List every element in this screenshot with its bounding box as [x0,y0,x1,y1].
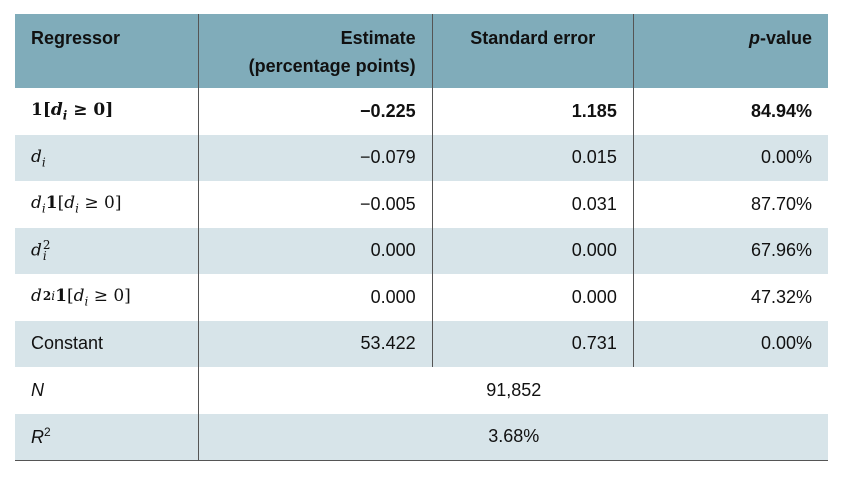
header-text: -value [759,28,812,48]
regressor: 1[di ≥ 0] [15,88,200,135]
text: R [31,427,44,447]
text: 2 [42,289,52,304]
cell: −0.079 [198,134,433,181]
cell: 0.015 [432,134,634,181]
text: d [31,240,42,261]
text: ≥ 0] [67,100,114,121]
cell: 0.00% [760,147,812,168]
header-text: (percentage points) [248,56,416,76]
text: d [31,146,42,167]
text: d [31,286,42,307]
text: 2 [44,425,51,439]
header-row: Regressor Estimate (percentage points) St… [15,14,828,88]
text: ≥ 0] [88,286,131,307]
cell: 3.68% [488,426,540,446]
text: [ [42,100,51,121]
header-cell: p-value [633,14,828,88]
cell: 1.185 [432,88,634,135]
cell: 91,852 [486,379,542,400]
header-cell: Estimate (percentage points) [198,14,433,88]
text: ≥ 0] [78,193,122,214]
regressor: R2 [15,413,200,460]
row: R2 3.68% [15,413,828,460]
cell: 0.000 [432,274,634,321]
cell: 0.731 [432,320,634,367]
text: i [41,201,46,216]
row: di1[di ≥ 0] −0.005 0.031 87.70% [15,181,828,228]
regressor: d2i1[di ≥ 0] [15,274,200,321]
header-cell: Standard error [432,14,634,88]
cell: 53.422 [198,320,433,367]
regressor: N [15,367,200,414]
header-cell: Regressor [15,14,200,88]
text: i [62,108,68,123]
cell: 0.000 [198,274,433,321]
regressor: di [15,134,200,181]
row: Constant 53.422 0.731 0.00% [15,320,828,367]
text: N [31,379,44,400]
text: i [75,201,79,216]
row: d2i1[di ≥ 0] 0.000 0.000 47.32% [15,274,828,321]
cell: 0.000 [432,227,634,274]
regressor: di1[di ≥ 0] [15,181,200,228]
cell: 0.000 [198,227,433,274]
text: 1 [31,100,43,121]
cell: 0.00% [760,333,812,354]
cell: 84.94% [750,100,812,121]
text: d [50,100,63,121]
row: 1[di ≥ 0] −0.225 1.185 84.94% [15,88,828,135]
header-text: p [748,28,760,48]
text: 2 [42,237,51,252]
regressor: Constant [15,320,200,367]
regression-table: Regressor Estimate (percentage points) St… [15,14,828,461]
text: d [64,193,76,214]
text: i [42,248,47,263]
text: d [31,193,42,214]
text: [ [66,286,74,307]
cell: 67.96% [750,240,812,261]
text: i [41,154,46,169]
cell: −0.225 [198,88,433,135]
row: N 91,852 [15,367,828,414]
cell: 87.70% [750,193,812,214]
cell: 47.32% [750,286,812,307]
header-text: Estimate [340,28,416,48]
text: 1 [45,193,58,214]
text: 1 [55,286,67,307]
text: [ [57,193,65,214]
cell: 0.031 [432,181,634,228]
text: d [73,286,85,307]
text: i [84,294,89,309]
cell: −0.005 [198,181,433,228]
row: di −0.079 0.015 0.00% [15,134,828,181]
text: i [51,289,56,304]
